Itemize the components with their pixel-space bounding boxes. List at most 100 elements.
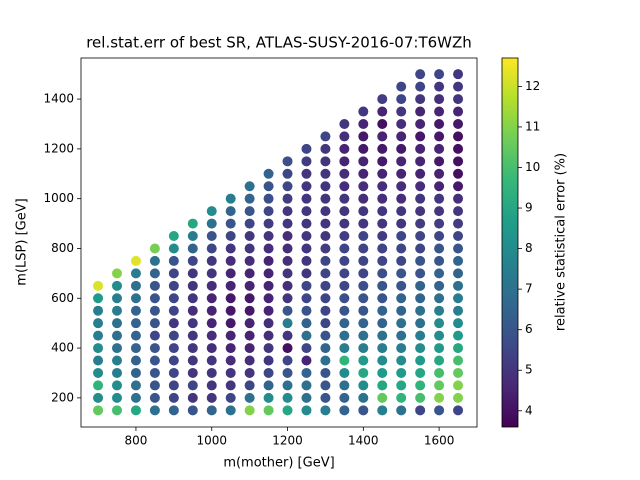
scatter-point	[282, 380, 293, 391]
scatter-point	[301, 193, 312, 204]
y-axis-label: m(LSP) [GeV]	[15, 198, 30, 285]
scatter-point	[377, 181, 388, 192]
scatter-point	[396, 392, 407, 403]
scatter-point	[453, 206, 464, 217]
scatter-point	[377, 243, 388, 254]
scatter-point	[282, 392, 293, 403]
scatter-point	[377, 367, 388, 378]
scatter-point	[282, 193, 293, 204]
scatter-point	[415, 181, 426, 192]
colorbar-tick-label: 11	[525, 119, 540, 133]
scatter-point	[93, 405, 104, 416]
y-tick-label: 1000	[43, 191, 74, 205]
scatter-point	[320, 305, 331, 316]
scatter-point	[282, 268, 293, 279]
scatter-point	[434, 118, 445, 129]
scatter-point	[339, 405, 350, 416]
scatter-point	[206, 206, 217, 217]
scatter-point	[187, 305, 198, 316]
scatter-point	[415, 106, 426, 117]
scatter-point	[434, 392, 445, 403]
scatter-point	[263, 168, 274, 179]
scatter-point	[187, 367, 198, 378]
scatter-point	[168, 231, 179, 242]
scatter-point	[358, 405, 369, 416]
scatter-point	[377, 293, 388, 304]
scatter-point	[396, 81, 407, 92]
scatter-point	[434, 206, 445, 217]
scatter-point	[339, 156, 350, 167]
scatter-point	[434, 343, 445, 354]
scatter-point	[112, 330, 122, 341]
scatter-point	[187, 405, 198, 416]
scatter-point	[377, 355, 388, 366]
scatter-point	[434, 231, 445, 242]
scatter-point	[149, 305, 160, 316]
scatter-point	[396, 330, 407, 341]
scatter-point	[358, 367, 369, 378]
scatter-point	[339, 131, 350, 142]
scatter-point	[415, 218, 426, 229]
scatter-point	[301, 318, 312, 329]
scatter-point	[301, 143, 312, 154]
scatter-point	[320, 405, 331, 416]
scatter-point	[377, 94, 388, 105]
scatter-point	[282, 330, 293, 341]
chart-title: rel.stat.err of best SR, ATLAS-SUSY-2016…	[86, 34, 472, 52]
scatter-point	[358, 118, 369, 129]
scatter-point	[130, 343, 141, 354]
scatter-point	[453, 231, 464, 242]
scatter-point	[225, 305, 236, 316]
colorbar-tick-label: 10	[525, 160, 540, 174]
scatter-point	[415, 168, 426, 179]
scatter-point	[396, 255, 407, 266]
scatter-point	[377, 143, 388, 154]
scatter-point	[244, 231, 255, 242]
scatter-point	[358, 380, 369, 391]
scatter-point	[130, 367, 141, 378]
scatter-point	[339, 318, 350, 329]
scatter-point	[339, 330, 350, 341]
scatter-point	[396, 231, 407, 242]
scatter-point	[301, 206, 312, 217]
scatter-point	[320, 392, 331, 403]
scatter-point	[225, 193, 236, 204]
scatter-point	[358, 255, 369, 266]
scatter-point	[206, 343, 217, 354]
scatter-point	[358, 218, 369, 229]
scatter-point	[358, 343, 369, 354]
scatter-point	[149, 343, 160, 354]
scatter-point	[206, 255, 217, 266]
scatter-point	[187, 243, 198, 254]
scatter-point	[320, 268, 331, 279]
scatter-point	[453, 255, 464, 266]
scatter-point	[434, 81, 445, 92]
scatter-point	[434, 131, 445, 142]
colorbar-tick-label: 4	[525, 403, 533, 417]
scatter-point	[377, 168, 388, 179]
scatter-point	[377, 268, 388, 279]
scatter-point	[263, 355, 274, 366]
scatter-point	[396, 143, 407, 154]
scatter-point	[358, 280, 369, 291]
scatter-point	[225, 330, 236, 341]
scatter-point	[358, 193, 369, 204]
scatter-point	[339, 392, 350, 403]
scatter-point	[434, 318, 445, 329]
scatter-point	[187, 330, 198, 341]
scatter-point	[187, 343, 198, 354]
colorbar-tick-label: 6	[525, 322, 533, 336]
scatter-point	[320, 318, 331, 329]
scatter-point	[244, 355, 255, 366]
scatter-point	[434, 405, 445, 416]
scatter-point	[130, 305, 141, 316]
scatter-point	[206, 231, 217, 242]
scatter-point	[168, 305, 179, 316]
scatter-point	[282, 367, 293, 378]
scatter-point	[320, 367, 331, 378]
scatter-point	[130, 293, 141, 304]
scatter-point	[358, 305, 369, 316]
scatter-point	[187, 392, 198, 403]
scatter-point	[301, 305, 312, 316]
scatter-point	[112, 293, 122, 304]
